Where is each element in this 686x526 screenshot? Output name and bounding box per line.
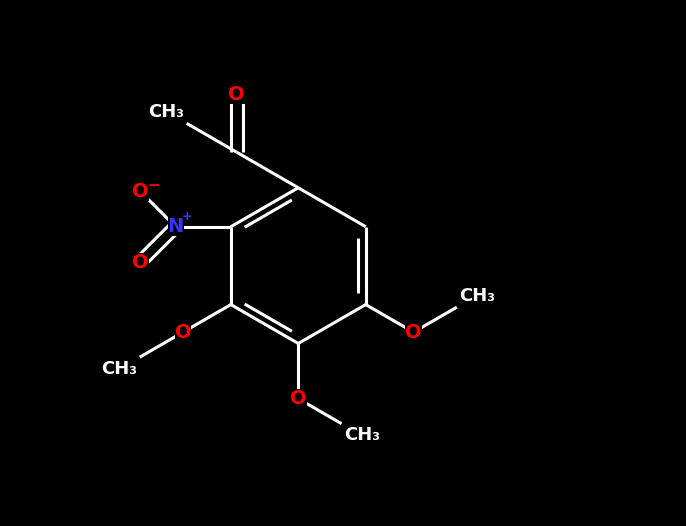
Text: O: O: [132, 182, 149, 201]
Text: N: N: [167, 217, 184, 236]
Text: CH₃: CH₃: [148, 103, 184, 120]
Text: +: +: [182, 210, 193, 222]
Text: O: O: [290, 389, 307, 408]
Text: CH₃: CH₃: [344, 426, 380, 444]
Text: −: −: [147, 178, 160, 193]
Text: O: O: [132, 252, 149, 271]
Text: CH₃: CH₃: [101, 360, 137, 378]
Text: O: O: [405, 322, 422, 342]
Text: O: O: [228, 85, 245, 104]
Text: CH₃: CH₃: [460, 287, 495, 305]
Text: O: O: [175, 322, 191, 342]
